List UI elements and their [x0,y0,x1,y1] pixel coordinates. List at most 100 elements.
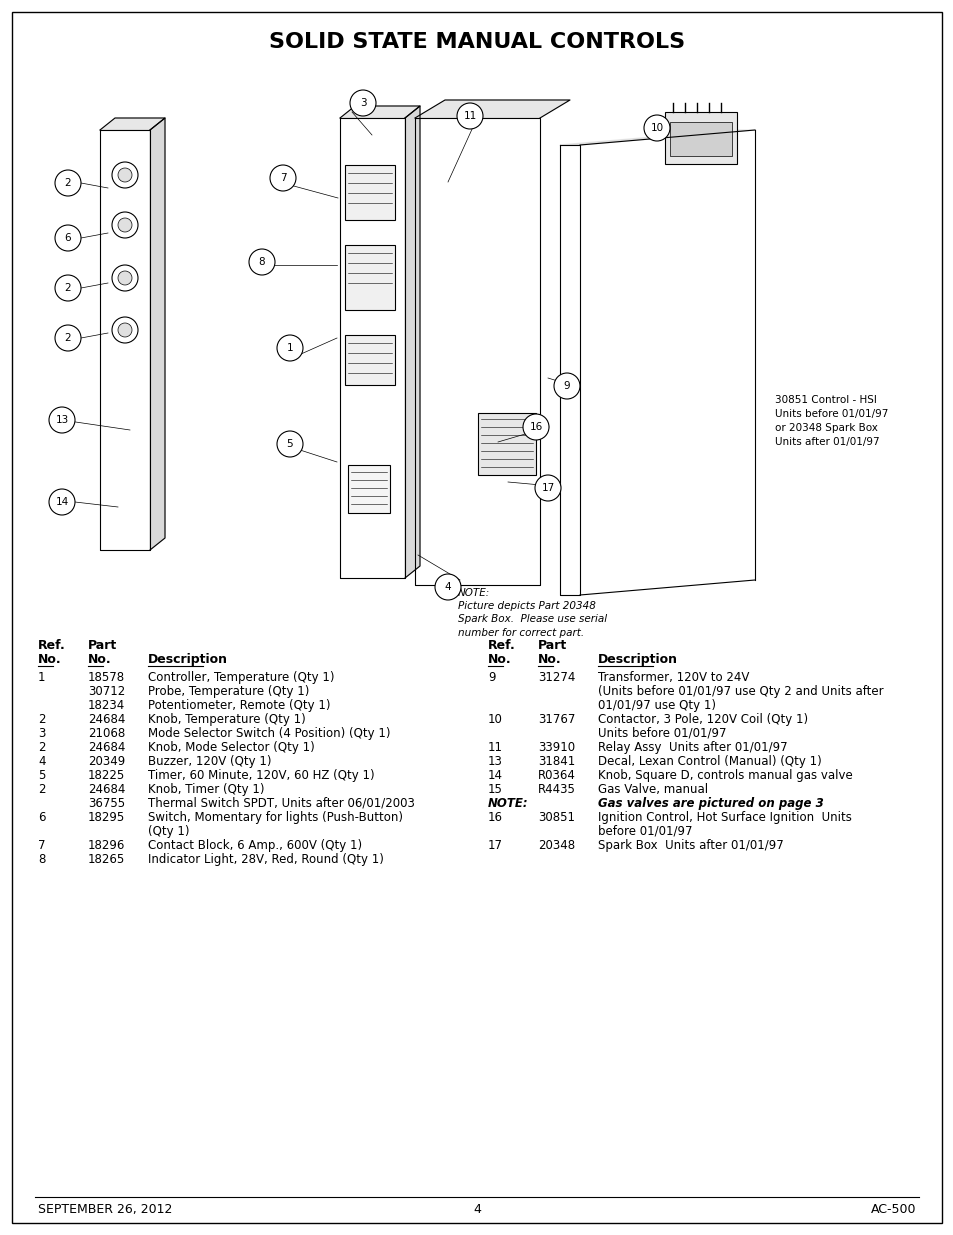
Text: 18296: 18296 [88,839,125,852]
Text: 1: 1 [287,343,293,353]
Text: Knob, Timer (Qty 1): Knob, Timer (Qty 1) [148,783,264,797]
Text: 18265: 18265 [88,853,125,866]
Text: Thermal Switch SPDT, Units after 06/01/2003: Thermal Switch SPDT, Units after 06/01/2… [148,797,415,810]
Text: R4435: R4435 [537,783,576,797]
Text: 11: 11 [488,741,502,755]
Text: No.: No. [537,653,561,666]
Text: Ref.: Ref. [488,638,516,652]
Text: 6: 6 [38,811,46,824]
Circle shape [276,335,303,361]
Bar [345,245,395,310]
Circle shape [55,170,81,196]
Circle shape [112,266,138,291]
Text: Contactor, 3 Pole, 120V Coil (Qty 1): Contactor, 3 Pole, 120V Coil (Qty 1) [598,713,807,726]
Text: 6: 6 [65,233,71,243]
Circle shape [49,408,75,433]
Text: 2: 2 [38,713,46,726]
Text: 8: 8 [258,257,265,267]
Text: 2: 2 [65,283,71,293]
Text: Switch, Momentary for lights (Push-Button): Switch, Momentary for lights (Push-Butto… [148,811,402,824]
Text: 18234: 18234 [88,699,125,713]
Text: 5: 5 [38,769,46,782]
Text: NOTE:
Picture depicts Part 20348
Spark Box.  Please use serial
number for correc: NOTE: Picture depicts Part 20348 Spark B… [457,588,606,637]
Text: 1: 1 [38,671,46,684]
Text: (Qty 1): (Qty 1) [148,825,190,839]
Circle shape [49,489,75,515]
Circle shape [112,212,138,238]
Text: Indicator Light, 28V, Red, Round (Qty 1): Indicator Light, 28V, Red, Round (Qty 1) [148,853,383,866]
Circle shape [522,414,548,440]
Text: 5: 5 [287,438,293,450]
Text: 31841: 31841 [537,755,575,768]
Circle shape [118,324,132,337]
Text: 13: 13 [488,755,502,768]
Text: 7: 7 [279,173,286,183]
Text: 16: 16 [529,422,542,432]
Text: 2: 2 [38,783,46,797]
Text: 17: 17 [540,483,554,493]
Text: 10: 10 [488,713,502,726]
Circle shape [55,325,81,351]
Text: 14: 14 [488,769,502,782]
Text: 30712: 30712 [88,685,125,698]
Circle shape [55,275,81,301]
Text: 13: 13 [55,415,69,425]
Bar [669,122,731,156]
Text: AC-500: AC-500 [869,1203,915,1216]
Circle shape [270,165,295,191]
Text: 01/01/97 use Qty 1): 01/01/97 use Qty 1) [598,699,716,713]
Text: 2: 2 [65,333,71,343]
Text: Description: Description [598,653,678,666]
Text: Knob, Mode Selector (Qty 1): Knob, Mode Selector (Qty 1) [148,741,314,755]
Text: Relay Assy  Units after 01/01/97: Relay Assy Units after 01/01/97 [598,741,787,755]
Text: Part: Part [537,638,567,652]
Text: Ignition Control, Hot Surface Ignition  Units: Ignition Control, Hot Surface Ignition U… [598,811,851,824]
Text: Spark Box  Units after 01/01/97: Spark Box Units after 01/01/97 [598,839,783,852]
Bar [348,466,390,513]
Polygon shape [100,119,165,130]
Text: Gas valves are pictured on page 3: Gas valves are pictured on page 3 [598,797,822,810]
Text: 31767: 31767 [537,713,575,726]
Text: 2: 2 [38,741,46,755]
Circle shape [118,219,132,232]
Text: 11: 11 [463,111,476,121]
Circle shape [55,225,81,251]
Text: 18295: 18295 [88,811,125,824]
Text: 18225: 18225 [88,769,125,782]
Text: before 01/01/97: before 01/01/97 [598,825,692,839]
Text: Timer, 60 Minute, 120V, 60 HZ (Qty 1): Timer, 60 Minute, 120V, 60 HZ (Qty 1) [148,769,375,782]
Text: 30851 Control - HSI
Units before 01/01/97
or 20348 Spark Box
Units after 01/01/9: 30851 Control - HSI Units before 01/01/9… [774,395,887,447]
Circle shape [554,373,579,399]
Text: 21068: 21068 [88,727,125,740]
Text: Decal, Lexan Control (Manual) (Qty 1): Decal, Lexan Control (Manual) (Qty 1) [598,755,821,768]
Bar [477,412,536,475]
Polygon shape [405,106,419,578]
Circle shape [112,162,138,188]
Text: Probe, Temperature (Qty 1): Probe, Temperature (Qty 1) [148,685,309,698]
Text: 4: 4 [444,582,451,592]
Polygon shape [150,119,165,550]
Text: 7: 7 [38,839,46,852]
Circle shape [435,574,460,600]
Text: (Units before 01/01/97 use Qty 2 and Units after: (Units before 01/01/97 use Qty 2 and Uni… [598,685,882,698]
Text: 9: 9 [563,382,570,391]
Text: 30851: 30851 [537,811,575,824]
Bar [345,335,395,385]
Text: 3: 3 [38,727,46,740]
Text: Description: Description [148,653,228,666]
Polygon shape [339,106,419,119]
Text: NOTE:: NOTE: [488,797,528,810]
Text: Controller, Temperature (Qty 1): Controller, Temperature (Qty 1) [148,671,335,684]
Text: 4: 4 [38,755,46,768]
Text: 20348: 20348 [537,839,575,852]
Text: Mode Selector Switch (4 Position) (Qty 1): Mode Selector Switch (4 Position) (Qty 1… [148,727,390,740]
Text: 10: 10 [650,124,663,133]
Circle shape [350,90,375,116]
Text: 17: 17 [488,839,502,852]
Text: Part: Part [88,638,117,652]
Text: 36755: 36755 [88,797,125,810]
Text: 31274: 31274 [537,671,575,684]
Circle shape [456,103,482,128]
Circle shape [249,249,274,275]
Text: Potentiometer, Remote (Qty 1): Potentiometer, Remote (Qty 1) [148,699,330,713]
